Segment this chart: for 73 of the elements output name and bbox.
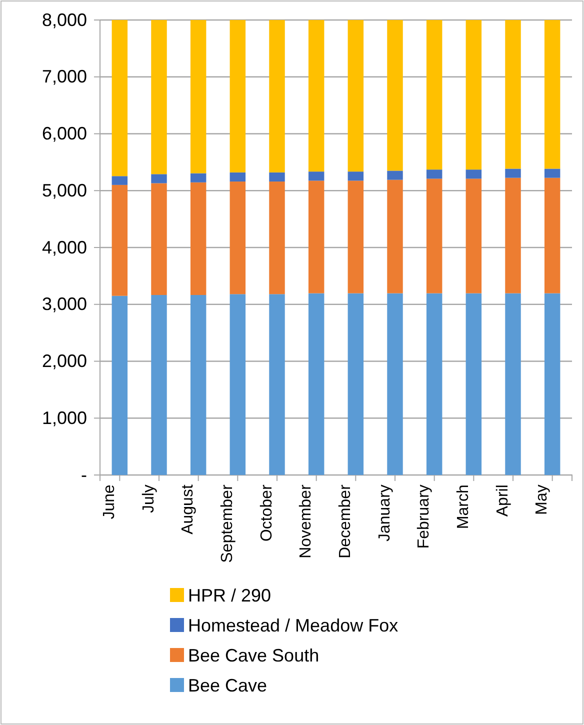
bar [190, 294, 206, 475]
bar [190, 182, 206, 295]
bar [505, 178, 521, 294]
bar [308, 180, 324, 294]
bar [466, 178, 482, 294]
bar [112, 296, 128, 475]
bar [348, 180, 364, 294]
bar [269, 294, 285, 475]
bar [151, 294, 167, 475]
bar [112, 20, 128, 176]
y-tick-label: 4,000 [42, 237, 87, 258]
bar [505, 20, 521, 169]
bar [426, 293, 442, 475]
x-tick-label: December [337, 484, 354, 558]
x-tick-label: July [140, 484, 158, 514]
bar [348, 20, 364, 172]
bar [269, 172, 285, 182]
y-tick-label: 1,000 [42, 408, 87, 428]
x-tick-label: November [298, 484, 315, 558]
bar [230, 182, 246, 294]
x-tick-label: June [101, 484, 118, 520]
bar [112, 184, 128, 296]
y-tick-label: - [81, 464, 87, 485]
x-tick-label: March [455, 484, 472, 530]
legend-label: Bee Cave [188, 675, 268, 696]
bar [544, 168, 560, 178]
bar [190, 20, 206, 174]
bar [269, 182, 285, 294]
x-tick-label: February [416, 484, 433, 549]
bar [544, 293, 560, 475]
bar [348, 172, 364, 181]
bar [230, 294, 246, 475]
legend-label: Homestead / Meadow Fox [188, 615, 398, 636]
bar [308, 293, 324, 475]
x-tick-label: October [258, 484, 276, 542]
bar [190, 173, 206, 182]
bar [269, 20, 285, 172]
y-tick-label: 7,000 [42, 66, 87, 87]
bar [426, 170, 442, 179]
bar [426, 20, 442, 170]
x-tick-label: September [219, 484, 236, 563]
y-tick-label: 8,000 [42, 10, 87, 30]
x-tick-label: August [180, 484, 197, 534]
y-tick-label: 3,000 [42, 294, 87, 314]
bar [230, 20, 246, 172]
bar [466, 20, 482, 170]
bar [466, 170, 482, 179]
bar [466, 293, 482, 475]
bar [112, 176, 128, 185]
bar [505, 168, 521, 178]
bar [151, 183, 167, 295]
x-tick-label: April [494, 484, 512, 517]
bar [308, 172, 324, 181]
bar [151, 174, 167, 184]
bar [505, 293, 521, 475]
bar [308, 20, 324, 172]
bar [387, 180, 403, 294]
x-tick-label: January [376, 484, 394, 542]
bar [151, 20, 167, 174]
y-tick-label: 6,000 [42, 124, 87, 144]
bar [348, 293, 364, 475]
bar [544, 178, 560, 294]
legend-label: HPR / 290 [188, 585, 272, 606]
bar [387, 170, 403, 180]
x-tick-label: May [534, 484, 551, 515]
bar [230, 172, 246, 182]
y-tick-label: 2,000 [42, 351, 87, 372]
bar [426, 178, 442, 294]
bar [544, 20, 560, 169]
y-tick-label: 5,000 [42, 180, 87, 200]
legend-label: Bee Cave South [188, 645, 320, 666]
bar [387, 293, 403, 475]
bar [387, 20, 403, 171]
